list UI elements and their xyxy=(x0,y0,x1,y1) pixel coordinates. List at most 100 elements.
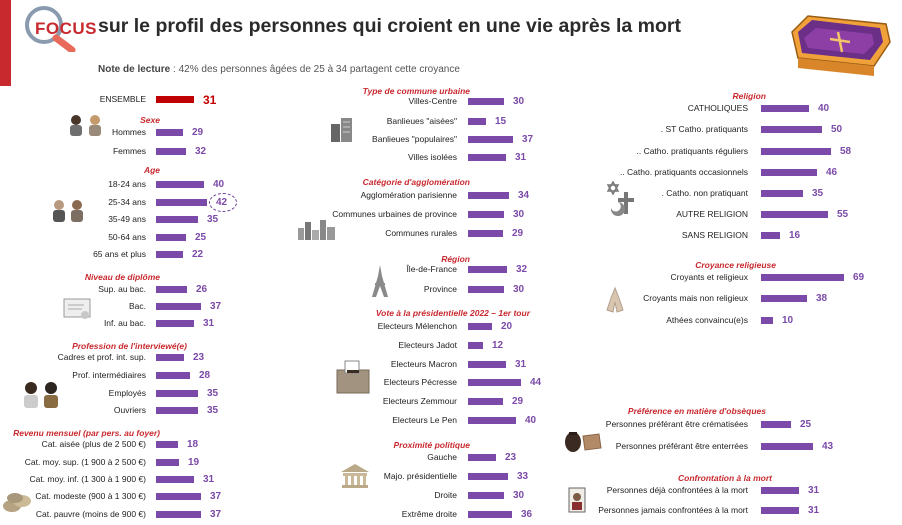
bar xyxy=(468,98,504,105)
bar-label: Île-de-France xyxy=(406,264,457,274)
bar xyxy=(156,354,184,361)
group-title: Proximité politique xyxy=(393,440,470,450)
bar-value-label: 35 xyxy=(207,405,219,416)
bar-label: Majo. présidentielle xyxy=(383,471,457,481)
ballot-box-icon xyxy=(336,360,370,394)
bar-label: 65 ans et plus xyxy=(93,249,146,259)
bar-value-label: 40 xyxy=(213,179,225,190)
bar-value-label: 43 xyxy=(822,441,834,452)
bar xyxy=(761,211,828,218)
bar xyxy=(156,493,201,500)
bar-label: Province xyxy=(423,284,457,294)
bar-label: ENSEMBLE xyxy=(99,94,146,104)
bar-label: AUTRE RELIGION xyxy=(676,209,748,219)
bar-value-label: 69 xyxy=(853,272,865,283)
bar-value-label: 26 xyxy=(196,284,208,295)
bar-label: Hommes xyxy=(111,127,146,137)
government-building-icon xyxy=(341,464,369,488)
bar-value-label: 31 xyxy=(203,93,217,107)
bar xyxy=(761,126,822,133)
bar-label: Personnes jamais confrontées à la mort xyxy=(598,505,748,515)
praying-hands-icon xyxy=(606,286,624,313)
bar-value-label: 58 xyxy=(840,146,852,157)
age-people-icon xyxy=(53,200,83,222)
bar-label: Personnes déjà confrontées à la mort xyxy=(606,485,748,495)
bar-label: Athées convaincu(e)s xyxy=(666,315,748,325)
bar xyxy=(761,148,831,155)
bar-value-label: 25 xyxy=(800,419,812,430)
bar-value-label: 31 xyxy=(203,474,215,485)
bar-value-label: 33 xyxy=(517,471,529,482)
bar-value-label: 23 xyxy=(505,452,517,463)
bar xyxy=(761,232,780,239)
bar-value-label: 40 xyxy=(818,103,830,114)
group-title: Catégorie d'agglomération xyxy=(362,177,470,187)
group-title: Région xyxy=(441,254,470,264)
bar-label: Banlieues "populaires" xyxy=(372,134,457,144)
religion-symbols-icon xyxy=(606,180,634,216)
bar-value-label: 32 xyxy=(195,146,207,157)
bar-value-label: 22 xyxy=(192,249,204,260)
bar-value-label: 30 xyxy=(513,209,525,220)
bar-value-label: 16 xyxy=(789,230,801,241)
group-title: Type de commune urbaine xyxy=(362,86,470,96)
buildings-icon xyxy=(331,118,352,142)
bar xyxy=(468,192,509,199)
bar xyxy=(468,361,506,368)
bar xyxy=(468,398,503,405)
bar-value-label: 50 xyxy=(831,124,843,135)
group-title: Préférence en matière d'obsèques xyxy=(627,406,766,416)
accent-bar xyxy=(0,0,11,86)
bar-label: .. Catho. pratiquants réguliers xyxy=(636,146,748,156)
bar-label: Bac. xyxy=(128,301,146,311)
bar xyxy=(468,211,504,218)
group-title: Vote à la présidentielle 2022 – 1er tour xyxy=(375,308,530,318)
bar xyxy=(761,487,799,494)
bar xyxy=(156,441,178,448)
bar-value-label: 31 xyxy=(808,505,820,516)
bar xyxy=(156,251,183,258)
bar-label: Cat. moy. inf. (1 300 à 1 900 €) xyxy=(29,474,146,484)
bar xyxy=(156,459,179,466)
bar-label: Gauche xyxy=(427,452,457,462)
bar xyxy=(468,511,512,518)
bar-value-label: 35 xyxy=(207,214,219,225)
bar-value-label: 55 xyxy=(837,209,849,220)
bar-label: . Catho. non pratiquant xyxy=(661,188,748,198)
group-title: Confrontation à la mort xyxy=(678,473,772,483)
bar-label: Cadres et prof. int. sup. xyxy=(57,352,146,362)
bar-label: Prof. intermédiaires xyxy=(72,370,146,380)
bar-value-label: 30 xyxy=(513,96,525,107)
bar-label: Electeurs Le Pen xyxy=(392,415,457,425)
bar xyxy=(468,154,506,161)
bar-value-label: 29 xyxy=(512,228,524,239)
page-title: sur le profil des personnes qui croient … xyxy=(98,15,681,37)
bar-label: Inf. au bac. xyxy=(103,318,146,328)
bar-label: Agglomération parisienne xyxy=(360,190,457,200)
bar-value-label: 29 xyxy=(512,396,524,407)
bar-value-label: 18 xyxy=(187,439,199,450)
bar-value-label: 29 xyxy=(192,127,204,138)
bar xyxy=(156,234,186,241)
bar xyxy=(761,190,803,197)
group-title: Religion xyxy=(732,91,766,101)
bar-value-label: 31 xyxy=(515,359,527,370)
bar-value-label: 37 xyxy=(210,491,222,502)
eiffel-tower-icon xyxy=(372,265,388,297)
bar-value-label: 10 xyxy=(782,315,794,326)
bar xyxy=(156,181,204,188)
bar-value-label: 32 xyxy=(516,264,528,275)
bar xyxy=(761,295,807,302)
bar-value-label: 15 xyxy=(495,116,507,127)
bar-label: Electeurs Pécresse xyxy=(383,377,457,387)
bar xyxy=(156,476,194,483)
bar-value-label: 20 xyxy=(501,321,513,332)
bar xyxy=(156,96,194,103)
bar-value-label: 36 xyxy=(521,509,533,520)
bar xyxy=(156,199,207,206)
bar xyxy=(468,473,508,480)
bar-value-label: 38 xyxy=(816,293,828,304)
bar xyxy=(761,274,844,281)
bar xyxy=(468,342,483,349)
bar-label: Villes-Centre xyxy=(408,96,457,106)
